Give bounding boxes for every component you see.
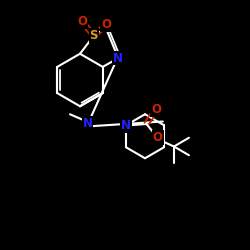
Text: O: O bbox=[78, 16, 88, 28]
Text: S: S bbox=[90, 29, 98, 42]
Text: O: O bbox=[101, 18, 111, 31]
Text: O: O bbox=[153, 131, 163, 144]
Text: N: N bbox=[82, 117, 92, 130]
Text: N: N bbox=[121, 119, 131, 132]
Text: N: N bbox=[113, 52, 123, 64]
Text: O: O bbox=[151, 103, 161, 116]
